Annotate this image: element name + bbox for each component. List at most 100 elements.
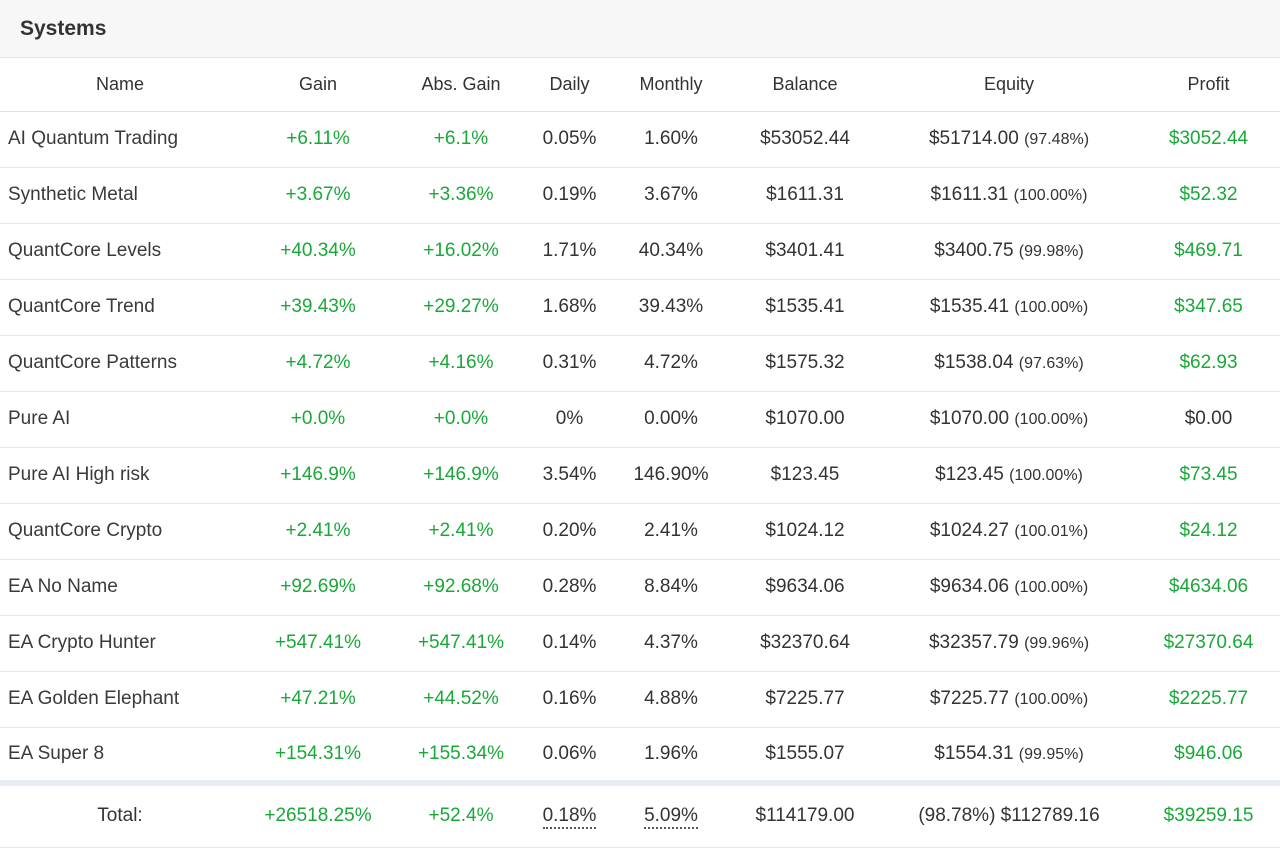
equity-percent: (100.00%) bbox=[1014, 579, 1089, 596]
column-header-daily[interactable]: Daily bbox=[526, 58, 613, 112]
column-header-balance[interactable]: Balance bbox=[729, 58, 881, 112]
system-name[interactable]: EA Crypto Hunter bbox=[0, 615, 240, 672]
column-header-abs-gain[interactable]: Abs. Gain bbox=[396, 58, 526, 112]
daily-value: 1.71% bbox=[526, 223, 613, 280]
system-name[interactable]: EA Golden Elephant bbox=[0, 671, 240, 728]
daily-value: 0.19% bbox=[526, 167, 613, 224]
system-name[interactable]: Pure AI bbox=[0, 391, 240, 448]
table-row: QuantCore Trend +39.43% +29.27% 1.68% 39.43%… bbox=[0, 279, 1280, 336]
balance-value: $53052.44 bbox=[729, 111, 881, 168]
monthly-value: 2.41% bbox=[613, 503, 729, 560]
total-profit: $39259.15 bbox=[1137, 780, 1280, 848]
gain-value: +146.9% bbox=[240, 447, 396, 504]
abs-gain-value: +44.52% bbox=[396, 671, 526, 728]
gain-value: +40.34% bbox=[240, 223, 396, 280]
equity-percent: (100.00%) bbox=[1014, 691, 1089, 708]
daily-value: 1.68% bbox=[526, 279, 613, 336]
abs-gain-value: +92.68% bbox=[396, 559, 526, 616]
equity-value: $1554.31 bbox=[934, 742, 1014, 764]
balance-value: $9634.06 bbox=[729, 559, 881, 616]
equity-value: $9634.06 bbox=[929, 576, 1010, 597]
table-row: Pure AI High risk +146.9% +146.9% 3.54% 146.… bbox=[0, 447, 1280, 504]
equity-value: $3400.75 bbox=[934, 240, 1014, 261]
abs-gain-value: +0.0% bbox=[396, 391, 526, 448]
system-name[interactable]: QuantCore Levels bbox=[0, 223, 240, 280]
column-header-gain[interactable]: Gain bbox=[240, 58, 396, 112]
equity-cell: $7225.77 (100.00%) bbox=[881, 671, 1137, 728]
equity-cell: $1535.41 (100.00%) bbox=[881, 279, 1137, 336]
profit-value: $52.32 bbox=[1137, 167, 1280, 224]
gain-value: +39.43% bbox=[240, 279, 396, 336]
profit-value: $946.06 bbox=[1137, 727, 1280, 784]
system-name[interactable]: QuantCore Crypto bbox=[0, 503, 240, 560]
total-daily[interactable]: 0.18% bbox=[542, 805, 597, 830]
equity-cell: $3400.75 (99.98%) bbox=[881, 223, 1137, 280]
column-header-equity[interactable]: Equity bbox=[881, 58, 1137, 112]
system-name[interactable]: Synthetic Metal bbox=[0, 167, 240, 224]
daily-value: 0.05% bbox=[526, 111, 613, 168]
equity-percent: (99.96%) bbox=[1024, 635, 1090, 652]
monthly-value: 4.88% bbox=[613, 671, 729, 728]
gain-value: +0.0% bbox=[240, 391, 396, 448]
abs-gain-value: +547.41% bbox=[396, 615, 526, 672]
table-row: QuantCore Crypto +2.41% +2.41% 0.20% 2.41% $1… bbox=[0, 503, 1280, 560]
profit-value: $0.00 bbox=[1137, 391, 1280, 448]
equity-cell: $1070.00 (100.00%) bbox=[881, 391, 1137, 448]
daily-value: 0% bbox=[526, 391, 613, 448]
panel-title: Systems bbox=[20, 16, 107, 40]
abs-gain-value: +16.02% bbox=[396, 223, 526, 280]
table-row: Synthetic Metal +3.67% +3.36% 0.19% 3.67% $16… bbox=[0, 167, 1280, 224]
equity-value: $123.45 bbox=[935, 464, 1004, 485]
equity-value: $1024.27 bbox=[929, 520, 1010, 541]
gain-value: +6.11% bbox=[240, 111, 396, 168]
profit-value: $347.65 bbox=[1137, 279, 1280, 336]
equity-cell: $9634.06 (100.00%) bbox=[881, 559, 1137, 616]
table-row: EA Crypto Hunter +547.41% +547.41% 0.14% 4.3… bbox=[0, 615, 1280, 672]
abs-gain-value: +4.16% bbox=[396, 335, 526, 392]
total-monthly-cell: 5.09% bbox=[613, 780, 729, 848]
balance-value: $1070.00 bbox=[729, 391, 881, 448]
profit-value: $3052.44 bbox=[1137, 111, 1280, 168]
total-balance: $114179.00 bbox=[729, 780, 881, 848]
equity-percent: (99.98%) bbox=[1018, 243, 1084, 260]
equity-value: $32357.79 bbox=[928, 632, 1019, 653]
system-name[interactable]: QuantCore Trend bbox=[0, 279, 240, 336]
abs-gain-value: +2.41% bbox=[396, 503, 526, 560]
balance-value: $1535.41 bbox=[729, 279, 881, 336]
profit-value: $469.71 bbox=[1137, 223, 1280, 280]
table-row: EA Golden Elephant +47.21% +44.52% 0.16% 4.8… bbox=[0, 671, 1280, 728]
equity-value: $1611.31 bbox=[930, 184, 1009, 205]
total-row: Total: +26518.25% +52.4% 0.18% 5.09% $11… bbox=[0, 780, 1280, 848]
equity-percent: (100.00%) bbox=[1014, 411, 1089, 428]
system-name[interactable]: QuantCore Patterns bbox=[0, 335, 240, 392]
equity-value: $7225.77 bbox=[929, 688, 1010, 709]
profit-value: $73.45 bbox=[1137, 447, 1280, 504]
profit-value: $2225.77 bbox=[1137, 671, 1280, 728]
daily-value: 0.31% bbox=[526, 335, 613, 392]
gain-value: +2.41% bbox=[240, 503, 396, 560]
total-monthly[interactable]: 5.09% bbox=[644, 805, 698, 830]
monthly-value: 4.72% bbox=[613, 335, 729, 392]
column-header-name[interactable]: Name bbox=[0, 58, 240, 112]
equity-cell: $51714.00 (97.48%) bbox=[881, 111, 1137, 168]
column-header-profit[interactable]: Profit bbox=[1137, 58, 1280, 112]
daily-value: 0.20% bbox=[526, 503, 613, 560]
system-name[interactable]: EA No Name bbox=[0, 559, 240, 616]
abs-gain-value: +3.36% bbox=[396, 167, 526, 224]
balance-value: $1555.07 bbox=[729, 727, 881, 784]
abs-gain-value: +155.34% bbox=[396, 727, 526, 784]
gain-value: +92.69% bbox=[240, 559, 396, 616]
balance-value: $1575.32 bbox=[729, 335, 881, 392]
monthly-value: 1.60% bbox=[613, 111, 729, 168]
equity-value: $1535.41 bbox=[929, 296, 1010, 317]
table-row: Pure AI +0.0% +0.0% 0% 0.00% $1070.00 $1070.00… bbox=[0, 391, 1280, 448]
system-name[interactable]: EA Super 8 bbox=[0, 727, 240, 784]
monthly-value: 0.00% bbox=[613, 391, 729, 448]
system-name[interactable]: Pure AI High risk bbox=[0, 447, 240, 504]
daily-value: 0.14% bbox=[526, 615, 613, 672]
equity-value: $51714.00 bbox=[928, 128, 1019, 149]
monthly-value: 1.96% bbox=[613, 727, 729, 784]
daily-value: 0.16% bbox=[526, 671, 613, 728]
column-header-monthly[interactable]: Monthly bbox=[613, 58, 729, 112]
system-name[interactable]: AI Quantum Trading bbox=[0, 111, 240, 168]
